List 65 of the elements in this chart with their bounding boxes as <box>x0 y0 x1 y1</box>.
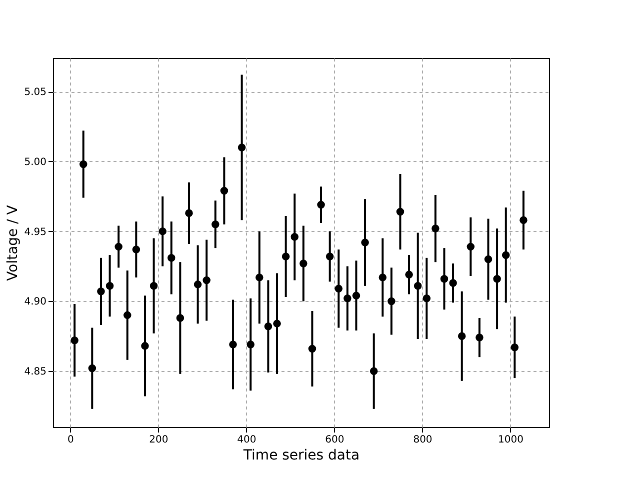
point <box>212 220 220 228</box>
point <box>422 294 431 302</box>
point <box>220 186 228 195</box>
x-tick-label: 600 <box>325 434 344 446</box>
x-tick-label: 1000 <box>498 434 524 446</box>
point <box>282 252 290 260</box>
point <box>352 292 360 300</box>
y-tick-label: 4.90 <box>24 296 46 308</box>
y-axis-title: Voltage / V <box>5 204 22 281</box>
point <box>124 311 132 320</box>
point <box>520 216 528 224</box>
point <box>150 282 158 290</box>
point <box>370 367 378 375</box>
point <box>344 294 352 302</box>
point <box>79 160 88 168</box>
y-tick-label: 5.05 <box>24 87 46 98</box>
point <box>97 288 105 296</box>
point <box>290 233 298 241</box>
point <box>202 276 210 284</box>
point <box>440 274 448 283</box>
point <box>132 246 140 254</box>
point <box>185 209 193 218</box>
point <box>141 342 149 350</box>
point <box>273 320 281 328</box>
point <box>432 224 440 232</box>
point <box>114 242 122 251</box>
point <box>264 322 272 330</box>
x-tick-label: 0 <box>67 434 74 446</box>
point <box>388 297 396 306</box>
point <box>476 334 484 342</box>
point <box>484 255 492 264</box>
point <box>194 280 202 288</box>
x-axis-title: Time series data <box>242 448 360 464</box>
point <box>238 144 246 152</box>
y-tick-label: 5.00 <box>24 156 46 168</box>
point <box>458 332 466 340</box>
y-tick-label: 4.85 <box>24 366 46 378</box>
x-tick-label: 400 <box>237 434 256 446</box>
point <box>466 242 475 251</box>
point <box>300 260 308 268</box>
point <box>88 364 96 372</box>
point <box>70 336 78 344</box>
y-tick-label: 4.95 <box>24 226 46 238</box>
point <box>168 254 176 262</box>
point <box>361 238 369 246</box>
point <box>449 279 457 287</box>
point <box>229 340 237 348</box>
point <box>246 340 254 348</box>
point <box>308 344 316 353</box>
x-tick-label: 200 <box>149 434 168 446</box>
point <box>414 282 422 290</box>
point <box>317 200 325 209</box>
point <box>158 227 166 236</box>
point <box>256 274 264 282</box>
x-tick-label: 800 <box>413 434 432 446</box>
point <box>493 274 501 283</box>
point <box>378 274 387 282</box>
point <box>405 270 413 279</box>
point <box>326 252 334 260</box>
point <box>106 282 114 290</box>
point <box>396 208 404 216</box>
point <box>176 314 184 322</box>
point <box>502 251 510 259</box>
point <box>334 284 342 292</box>
point <box>510 343 519 352</box>
